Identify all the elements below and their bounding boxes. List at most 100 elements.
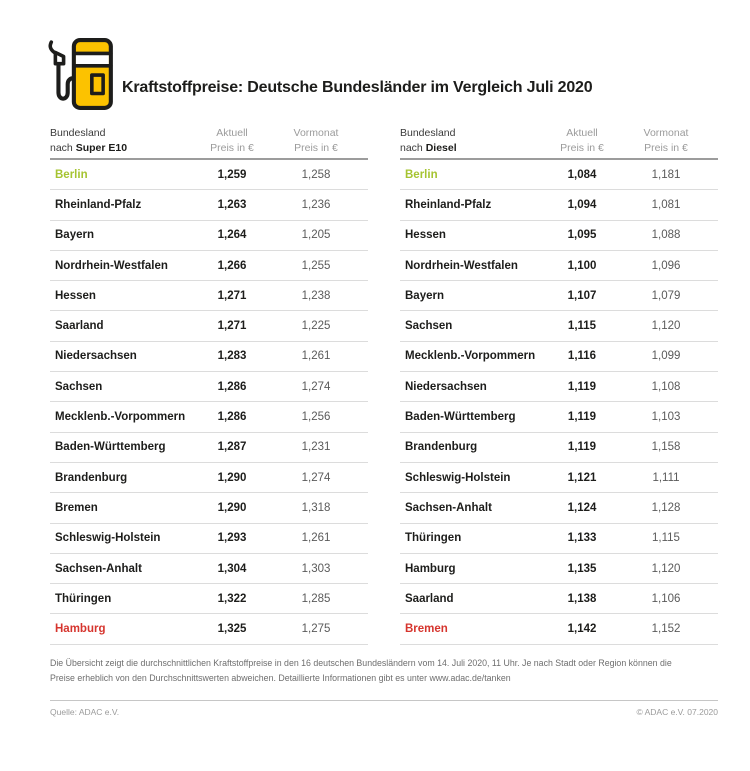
previous-price: 1,158: [651, 441, 681, 454]
previous-price: 1,152: [651, 623, 681, 636]
previous-price: 1,231: [301, 441, 331, 454]
current-price: 1,266: [217, 259, 247, 272]
current-price: 1,115: [567, 320, 597, 333]
state-name: Bremen: [405, 623, 448, 636]
current-price: 1,286: [217, 380, 247, 393]
pump-spout: [48, 40, 57, 55]
table-row: Brandenburg 1,290 1,274: [50, 463, 368, 494]
pump-display: [90, 73, 105, 96]
previous-price: 1,120: [651, 320, 681, 333]
table-row: Niedersachsen 1,119 1,108: [400, 372, 718, 403]
header-line: nach: [50, 141, 76, 154]
previous-price: 1,115: [652, 532, 680, 545]
column-header-aktuell: Aktuell Preis in €: [200, 126, 264, 156]
state-name: Berlin: [405, 168, 438, 181]
previous-price: 1,096: [651, 259, 681, 272]
state-name: Saarland: [55, 320, 104, 333]
previous-price: 1,225: [301, 320, 331, 333]
current-price: 1,325: [217, 623, 247, 636]
current-price: 1,100: [567, 259, 597, 272]
table-row: Sachsen-Anhalt 1,304 1,303: [50, 554, 368, 585]
previous-price: 1,258: [301, 168, 331, 181]
copyright-label: © ADAC e.V. 07.2020: [636, 707, 718, 717]
state-name: Berlin: [55, 168, 88, 181]
table-row: Thüringen 1,322 1,285: [50, 584, 368, 615]
table-row: Niedersachsen 1,283 1,261: [50, 342, 368, 373]
table-row: Bremen 1,290 1,318: [50, 493, 368, 524]
table-row: Saarland 1,271 1,225: [50, 311, 368, 342]
state-name: Niedersachsen: [405, 380, 487, 393]
table-row: Sachsen-Anhalt 1,124 1,128: [400, 493, 718, 524]
table-row: Baden-Württemberg 1,119 1,103: [400, 402, 718, 433]
footer-divider: [50, 700, 718, 701]
table-row: Rheinland-Pfalz 1,094 1,081: [400, 190, 718, 221]
current-price: 1,121: [567, 471, 597, 484]
previous-price: 1,081: [651, 198, 681, 211]
table-row: Hessen 1,271 1,238: [50, 281, 368, 312]
previous-price: 1,256: [301, 411, 331, 424]
header-line: Preis in €: [560, 141, 604, 154]
table-header: Bundesland nach Super E10 Aktuell Preis …: [50, 126, 368, 160]
state-name: Nordrhein-Westfalen: [55, 259, 168, 272]
header-line: Bundesland: [400, 127, 456, 139]
current-price: 1,094: [567, 198, 597, 211]
table-row: Schleswig-Holstein 1,293 1,261: [50, 524, 368, 554]
state-name: Bayern: [55, 229, 94, 242]
header-line: Vormonat: [643, 127, 689, 139]
header-line: nach: [400, 141, 426, 154]
current-price: 1,290: [217, 501, 247, 514]
column-header-bundesland: Bundesland nach Diesel: [400, 126, 550, 156]
current-price: 1,283: [217, 350, 247, 363]
source-label: Quelle: ADAC e.V.: [50, 707, 120, 717]
state-name: Bremen: [55, 501, 98, 514]
current-price: 1,290: [217, 471, 247, 484]
previous-price: 1,128: [651, 501, 681, 514]
current-price: 1,304: [217, 562, 247, 575]
previous-price: 1,111: [652, 471, 680, 484]
previous-price: 1,274: [301, 380, 331, 393]
header-line: Vormonat: [293, 127, 339, 139]
previous-price: 1,236: [301, 198, 331, 211]
current-price: 1,271: [217, 289, 247, 302]
state-name: Saarland: [405, 592, 454, 605]
state-name: Hessen: [405, 229, 446, 242]
state-name: Mecklenb.-Vorpommern: [405, 350, 536, 363]
previous-price: 1,261: [301, 350, 331, 363]
column-header-aktuell: Aktuell Preis in €: [550, 126, 614, 156]
table-row: Nordrhein-Westfalen 1,100 1,096: [400, 251, 718, 282]
state-name: Sachsen: [405, 320, 453, 333]
state-name: Sachsen-Anhalt: [405, 501, 492, 514]
current-price: 1,271: [217, 320, 247, 333]
current-price: 1,119: [567, 411, 597, 424]
state-name: Baden-Württemberg: [55, 441, 166, 454]
previous-price: 1,285: [301, 592, 331, 605]
state-name: Schleswig-Holstein: [405, 471, 511, 484]
table-row: Hamburg 1,135 1,120: [400, 554, 718, 585]
state-name: Niedersachsen: [55, 350, 137, 363]
table-row: Hamburg 1,325 1,275: [50, 614, 368, 645]
previous-price: 1,274: [301, 471, 331, 484]
previous-price: 1,103: [651, 411, 681, 424]
current-price: 1,095: [567, 229, 597, 242]
table-row: Rheinland-Pfalz 1,263 1,236: [50, 190, 368, 221]
state-name: Thüringen: [55, 592, 112, 605]
state-name: Nordrhein-Westfalen: [405, 259, 518, 272]
pump-hose: [56, 61, 76, 101]
current-price: 1,116: [567, 350, 597, 363]
state-name: Rheinland-Pfalz: [55, 198, 142, 211]
fuel-type-label: Super E10: [75, 141, 128, 154]
previous-price: 1,303: [301, 562, 331, 575]
current-price: 1,119: [567, 380, 597, 393]
page-title: Kraftstoffpreise: Deutsche Bundesländer …: [122, 79, 593, 96]
pump-band: [75, 53, 109, 66]
table-row: Bremen 1,142 1,152: [400, 614, 718, 645]
column-header-vormonat: Vormonat Preis in €: [264, 126, 368, 156]
state-name: Baden-Württemberg: [405, 411, 516, 424]
state-name: Brandenburg: [405, 441, 478, 454]
current-price: 1,133: [567, 532, 597, 545]
table-row: Berlin 1,259 1,258: [50, 160, 368, 191]
table-diesel: Bundesland nach Diesel Aktuell Preis in …: [400, 126, 718, 645]
current-price: 1,142: [567, 623, 597, 636]
state-name: Hamburg: [55, 623, 106, 636]
header-line: Preis in €: [210, 141, 254, 154]
